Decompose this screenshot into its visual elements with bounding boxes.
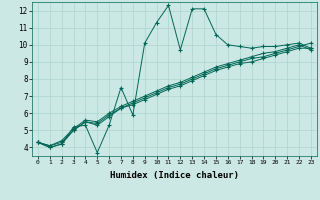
X-axis label: Humidex (Indice chaleur): Humidex (Indice chaleur) [110, 171, 239, 180]
